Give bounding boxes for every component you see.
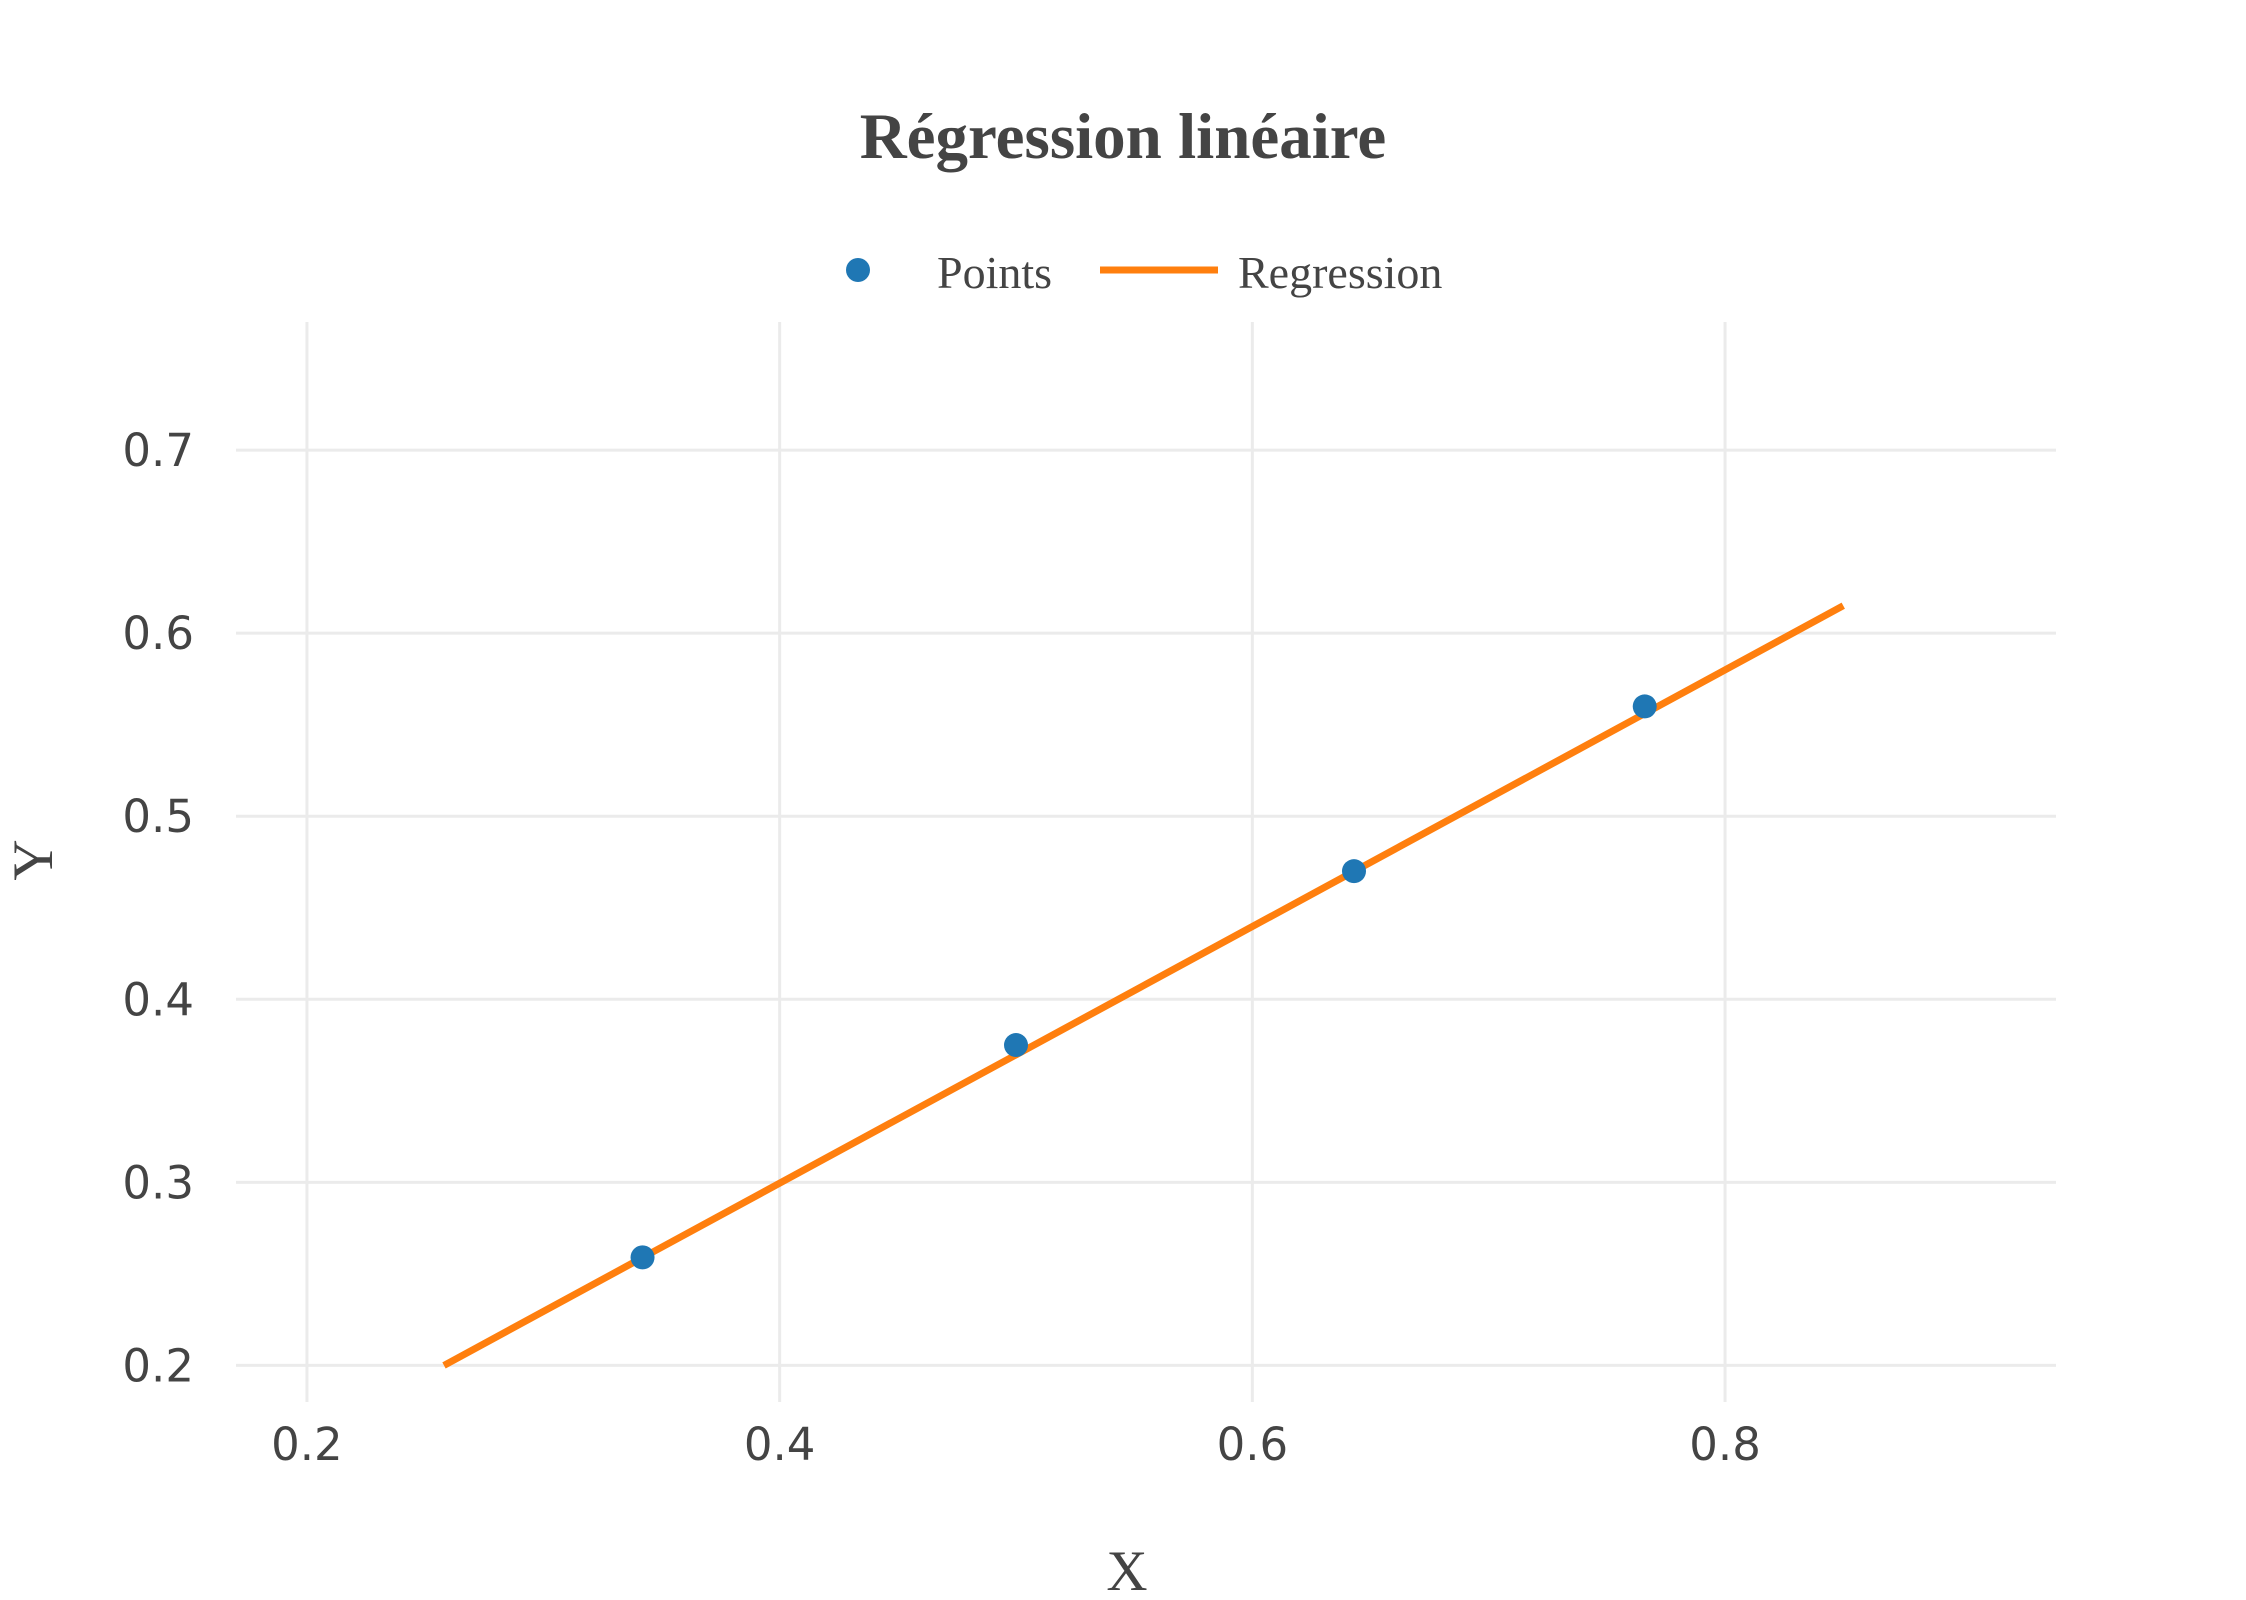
legend: Points Regression: [846, 247, 1442, 298]
regression-line: [442, 602, 1845, 1369]
regression-line-layer: [442, 602, 1845, 1369]
y-tick-label: 0.5: [122, 790, 194, 843]
tick-labels: 0.2 0.4 0.6 0.8 0.2 0.3 0.4 0.5 0.6 0.7: [122, 424, 1760, 1471]
x-tick-label: 0.8: [1689, 1418, 1761, 1471]
y-tick-label: 0.3: [122, 1156, 194, 1209]
x-axis-title: X: [1106, 1540, 1147, 1600]
x-tick-label: 0.6: [1217, 1418, 1289, 1471]
legend-regression-label: Regression: [1238, 247, 1442, 298]
chart-title: Régression linéaire: [860, 101, 1387, 173]
y-tick-label: 0.6: [122, 607, 194, 660]
y-tick-label: 0.4: [122, 973, 194, 1026]
x-tick-label: 0.2: [271, 1418, 343, 1471]
points-layer: [630, 694, 1657, 1270]
data-point: [1342, 859, 1366, 884]
y-axis-title: Y: [2, 839, 65, 880]
data-point: [1632, 694, 1657, 719]
y-tick-label: 0.7: [122, 424, 194, 477]
gridlines: [236, 322, 2056, 1402]
y-tick-label: 0.2: [122, 1339, 194, 1392]
legend-points-marker: [846, 258, 870, 282]
data-point: [630, 1245, 655, 1270]
x-tick-label: 0.4: [744, 1418, 816, 1471]
data-point: [1004, 1033, 1028, 1058]
legend-points-label: Points: [937, 247, 1052, 298]
